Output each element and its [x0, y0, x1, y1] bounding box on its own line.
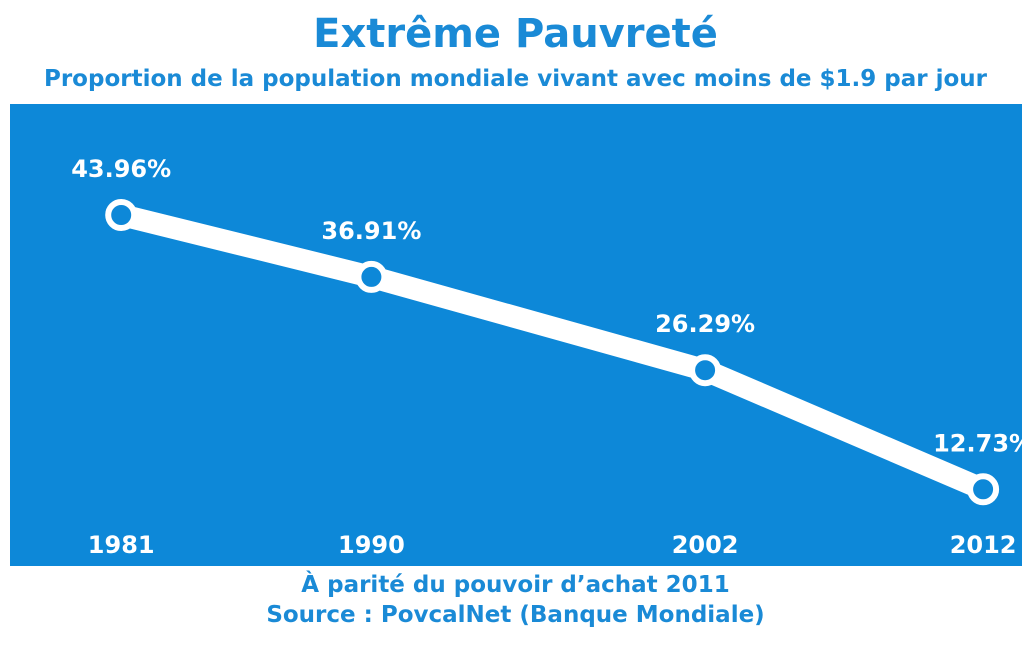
data-point-1990 [355, 260, 388, 293]
labels-layer: 43.96% 36.91% 26.29% 12.73% [71, 155, 1022, 457]
chart-subtitle: Proportion de la population mondiale viv… [43, 66, 988, 92]
x-tick-1990: 1990 [338, 531, 405, 559]
footnote-ppp: À parité du pouvoir d’achat 2011 [301, 572, 730, 598]
data-point-2012 [967, 473, 1000, 506]
data-point-1981 [105, 199, 138, 231]
chart-title: Extrême Pauvreté [313, 11, 718, 57]
x-tick-2002: 2002 [672, 531, 739, 559]
data-label-1990: 36.91% [321, 217, 421, 245]
x-tick-1981: 1981 [88, 531, 155, 559]
chart-panel: 43.96% 36.91% 26.29% 12.73% 1981 1990 2002 201… [10, 104, 1022, 566]
x-tick-2012: 2012 [950, 531, 1017, 559]
data-point-2002 [689, 354, 722, 387]
footnote-source: Source : PovcalNet (Banque Mondiale) [266, 602, 765, 628]
data-label-1981: 43.96% [71, 155, 171, 183]
series-line [110, 204, 995, 501]
ticks-layer: 1981 1990 2002 2012 [88, 531, 1017, 559]
line-chart: 43.96% 36.91% 26.29% 12.73% 1981 1990 2002 201… [71, 155, 1022, 559]
chart-footer: À parité du pouvoir d’achat 2011 Source … [0, 570, 1031, 630]
series-layer [105, 199, 1000, 506]
data-label-2012: 12.73% [933, 429, 1022, 457]
data-label-2002: 26.29% [655, 310, 755, 338]
